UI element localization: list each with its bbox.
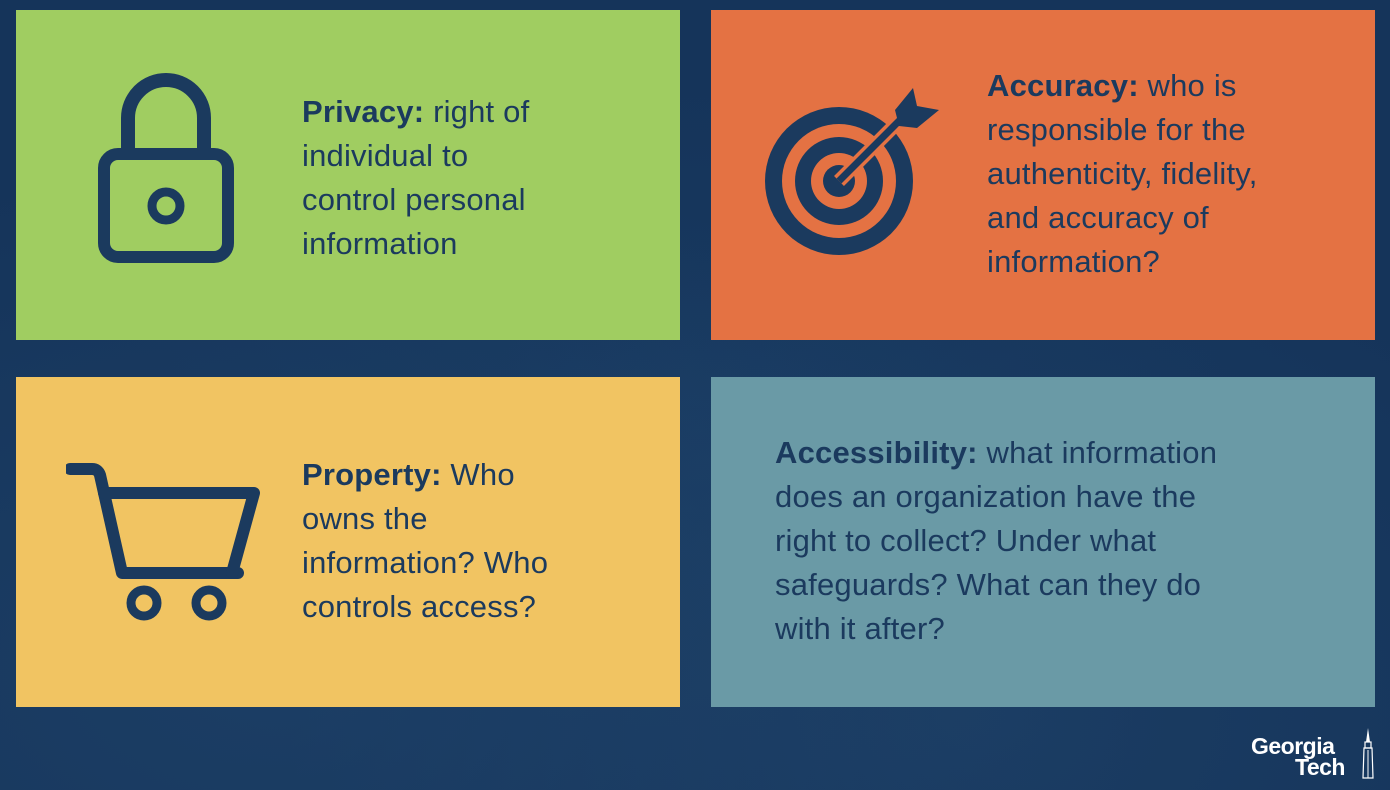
shopping-cart-icon <box>66 463 266 623</box>
accuracy-line4: and accuracy of <box>987 200 1209 235</box>
privacy-card: Privacy: right of individual to control … <box>16 10 680 340</box>
property-term: Property: <box>302 457 442 492</box>
property-description: Property: Who owns the information? Who … <box>302 453 642 629</box>
georgia-tech-logo: Georgia Tech <box>1248 728 1378 783</box>
property-line2: owns the <box>302 501 428 536</box>
property-line1: Who <box>441 457 515 492</box>
accessibility-term: Accessibility: <box>775 435 978 470</box>
accessibility-line1: what information <box>977 435 1218 470</box>
tower-icon <box>1362 728 1374 779</box>
accessibility-description: Accessibility: what information does an … <box>775 431 1335 651</box>
privacy-line3: control personal <box>302 182 526 217</box>
target-icon <box>755 80 955 270</box>
logo-line1: Georgia <box>1251 733 1335 759</box>
privacy-line4: information <box>302 226 458 261</box>
padlock-icon <box>96 70 236 270</box>
property-card: Property: Who owns the information? Who … <box>16 377 680 707</box>
accuracy-line2: responsible for the <box>987 112 1246 147</box>
property-line4: controls access? <box>302 589 537 624</box>
privacy-description: Privacy: right of individual to control … <box>302 90 642 266</box>
accessibility-line4: safeguards? What can they do <box>775 567 1202 602</box>
accuracy-term: Accuracy: <box>987 68 1139 103</box>
privacy-line2: individual to <box>302 138 469 173</box>
accessibility-line3: right to collect? Under what <box>775 523 1157 558</box>
accuracy-line1: who is <box>1138 68 1237 103</box>
accessibility-line2: does an organization have the <box>775 479 1197 514</box>
accuracy-description: Accuracy: who is responsible for the aut… <box>987 64 1357 284</box>
privacy-term: Privacy: <box>302 94 425 129</box>
privacy-line1: right of <box>424 94 530 129</box>
logo-line2: Tech <box>1295 754 1345 780</box>
property-line3: information? Who <box>302 545 549 580</box>
accuracy-line5: information? <box>987 244 1160 279</box>
accessibility-card: Accessibility: what information does an … <box>711 377 1375 707</box>
accessibility-line5: with it after? <box>775 611 945 646</box>
accuracy-card: Accuracy: who is responsible for the aut… <box>711 10 1375 340</box>
accuracy-line3: authenticity, fidelity, <box>987 156 1258 191</box>
